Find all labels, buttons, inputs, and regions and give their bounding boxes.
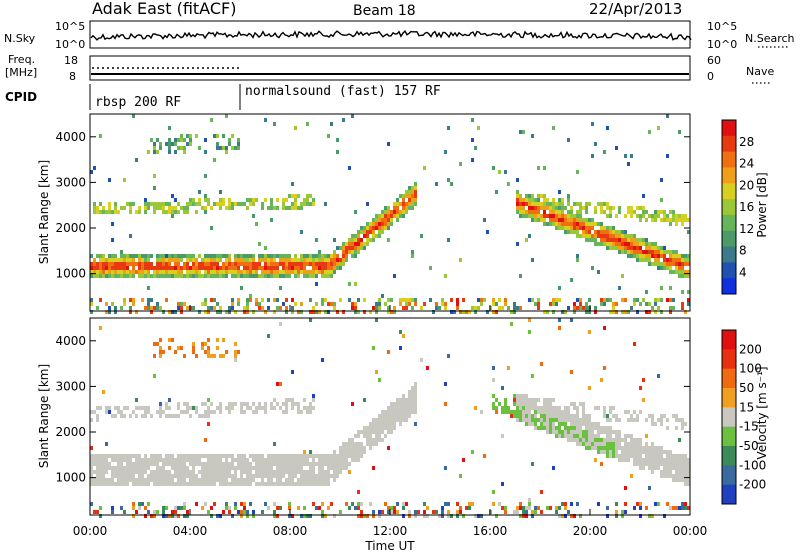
power-colorbar-swatch-3: [722, 167, 736, 184]
power-heatmap: [90, 114, 690, 314]
freq-panel: [89, 55, 691, 81]
nsearch-tick-top: 10^5: [707, 20, 737, 33]
velocity-ytick-label-2: 3000: [55, 379, 86, 393]
xtick-label-3: 12:00: [373, 524, 408, 538]
freq-tick-bottom: 8: [69, 70, 76, 83]
power-colorbar-tick-0: 28: [739, 135, 754, 149]
velocity-colorbar-swatch-7: [722, 465, 736, 486]
velocity-colorbar-swatch-4: [722, 407, 736, 428]
xtick-label-0: 00:00: [73, 524, 108, 538]
power-ytick-label-1: 2000: [55, 221, 86, 235]
velocity-colorbar-tick-0: 200: [739, 342, 762, 356]
nsky-tick-bottom: 10^0: [55, 38, 85, 51]
power-colorbar-swatch-8: [722, 246, 736, 263]
nsky-tick-top: 10^5: [55, 20, 85, 33]
power-colorbar-tick-2: 20: [739, 178, 754, 192]
velocity-colorbar-tick-7: -200: [739, 478, 766, 492]
chart-title: Adak East (fitACF): [92, 0, 236, 18]
velocity-ytick-label-0: 1000: [55, 471, 86, 485]
power-ytick-label-0: 1000: [55, 267, 86, 281]
nsky-panel: [89, 20, 691, 49]
power-colorbar-swatch-10: [722, 278, 736, 295]
velocity-y-axis: 1000 2000 3000 4000: [55, 334, 690, 485]
xtick-label-4: 16:00: [473, 524, 508, 538]
velocity-colorbar-tick-4: -15: [739, 420, 759, 434]
date-label: 22/Apr/2013: [589, 0, 682, 18]
power-colorbar-swatch-4: [722, 183, 736, 200]
beam-label: Beam 18: [353, 3, 416, 19]
nave-tick-bottom: 0: [707, 70, 714, 83]
velocity-ytick-label-3: 4000: [55, 334, 86, 348]
xtick-label-1: 04:00: [173, 524, 208, 538]
freq-tick-top: 18: [64, 54, 78, 67]
nsky-trace: [90, 29, 692, 41]
velocity-colorbar-tick-1: 100: [739, 362, 762, 376]
cpid-label: CPID: [5, 90, 37, 104]
power-ytick-label-3: 4000: [55, 130, 86, 144]
power-colorbar-swatch-7: [722, 230, 736, 248]
power-colorbar: 28 24 20 16 12 8 4: [721, 119, 754, 295]
velocity-heatmap: [90, 318, 690, 518]
power-colorbar-swatch-1: [722, 135, 736, 153]
velocity-colorbar-tick-3: 15: [739, 400, 754, 414]
power-colorbar-tick-6: 4: [739, 265, 747, 279]
velocity-colorbar: 200 100 50 15 -15 -50 -100 -200: [721, 329, 766, 505]
velocity-colorbar-tick-2: 50: [739, 381, 754, 395]
velocity-ytick-label-1: 2000: [55, 425, 86, 439]
power-colorbar-tick-5: 8: [739, 244, 747, 258]
freq-label: Freq.: [8, 53, 35, 66]
nsearch-label: N.Search: [745, 32, 795, 45]
velocity-colorbar-swatch-6: [722, 446, 736, 466]
cpid-segment-2: normalsound (fast) 157 RF: [245, 84, 441, 99]
velocity-colorbar-swatch-8: [722, 484, 736, 505]
power-y-axis: 1000 2000 3000 4000: [55, 130, 690, 281]
power-colorbar-tick-3: 16: [739, 200, 754, 214]
cpid-segment-1: rbsp 200 RF: [95, 95, 181, 110]
velocity-colorbar-label: Velocity [m s⁻¹]: [755, 366, 769, 459]
power-colorbar-swatch-6: [722, 214, 736, 232]
xtick-label-2: 08:00: [273, 524, 308, 538]
power-colorbar-swatch-0: [722, 120, 736, 137]
velocity-colorbar-swatch-0: [722, 330, 736, 350]
velocity-colorbar-tick-6: -100: [739, 458, 766, 472]
power-colorbar-tick-1: 24: [739, 157, 754, 171]
power-ytick-label-2: 3000: [55, 175, 86, 189]
nsearch-tick-bottom: 10^0: [707, 38, 737, 51]
power-colorbar-tick-4: 12: [739, 222, 754, 236]
xtick-label-6: 00:00: [673, 524, 708, 538]
velocity-colorbar-tick-5: -50: [739, 439, 759, 453]
velocity-colorbar-swatch-3: [722, 388, 736, 408]
power-colorbar-frame: [721, 119, 737, 295]
velocity-colorbar-swatch-1: [722, 349, 736, 370]
power-colorbar-label: Power [dB]: [755, 172, 769, 237]
freq-unit: [MHz]: [5, 66, 37, 79]
power-colorbar-swatch-2: [722, 151, 736, 168]
velocity-colorbar-frame: [721, 329, 737, 505]
velocity-colorbar-swatch-2: [722, 368, 736, 389]
x-axis-label: Time UT: [364, 539, 415, 553]
time-x-axis: 00:00 04:00 08:00 12:00 16:00 20:00 00:00: [73, 305, 708, 538]
power-colorbar-swatch-5: [722, 199, 736, 216]
power-ylabel: Slant Range [km]: [37, 160, 51, 264]
nave-tick-top: 60: [707, 54, 721, 67]
power-colorbar-swatch-9: [722, 262, 736, 279]
nave-label: Nave: [746, 65, 774, 78]
velocity-ylabel: Slant Range [km]: [37, 364, 51, 468]
velocity-colorbar-swatch-5: [722, 426, 736, 447]
xtick-label-5: 20:00: [573, 524, 608, 538]
nsky-label: N.Sky: [4, 32, 36, 45]
